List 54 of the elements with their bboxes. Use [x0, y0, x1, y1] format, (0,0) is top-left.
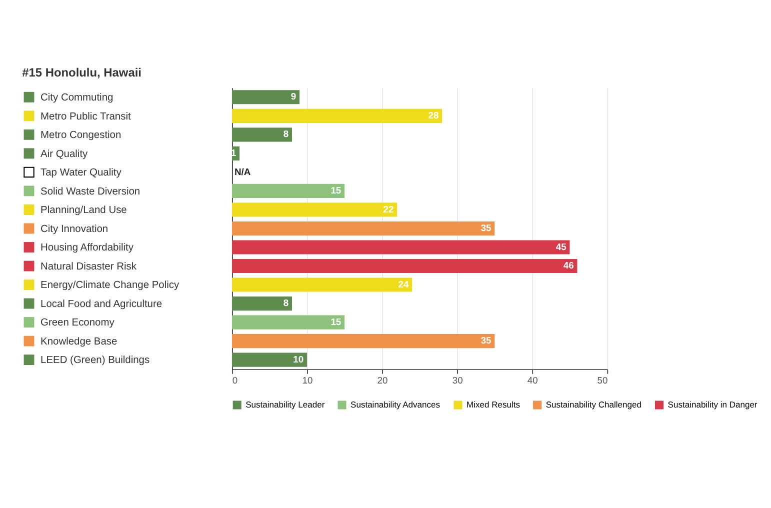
bar	[232, 334, 495, 348]
data-label: 24	[398, 279, 410, 290]
bar	[232, 258, 578, 274]
data-label: 35	[480, 336, 492, 346]
x-tick-label: 40	[527, 375, 538, 386]
x-tick-label: 20	[377, 375, 388, 386]
bar	[232, 278, 412, 292]
y-tick-label: Metro Congestion	[40, 130, 122, 142]
y-tick-label: Planning/Land Use	[40, 205, 128, 216]
legend-label: Sustainability in Danger	[668, 400, 758, 410]
data-label: 8	[283, 298, 289, 308]
y-tick-label: Tap Water Quality	[40, 168, 122, 179]
data-label: 8	[283, 129, 289, 140]
y-tick-label: LEED (Green) Buildings	[40, 355, 150, 366]
data-label: 45	[556, 242, 566, 252]
legend-label: Sustainability Challenged	[546, 400, 642, 410]
y-tick-label: Solid Waste Diversion	[40, 186, 140, 198]
data-label: 28	[428, 110, 439, 120]
legend-label: Sustainability Leader	[246, 400, 325, 410]
data-label: 9	[290, 92, 296, 102]
y-tick-label: Local Food and Agriculture	[40, 298, 162, 310]
data-label: 15	[330, 316, 342, 327]
x-tick-label: 10	[302, 375, 313, 386]
annotation: N/A	[234, 166, 251, 177]
y-tick-label: Natural Disaster Risk	[40, 261, 138, 272]
bar	[232, 352, 308, 367]
bar	[232, 240, 570, 254]
data-label: 46	[563, 260, 574, 271]
bar	[232, 296, 292, 311]
y-tick-label: Metro Public Transit	[40, 111, 131, 122]
data-label: 10	[293, 354, 304, 364]
bar	[232, 315, 345, 330]
bar	[232, 184, 345, 198]
y-tick-label: Knowledge Base	[40, 336, 118, 348]
y-tick-label: Housing Affordability	[40, 242, 134, 254]
legend-label: Sustainability Advances	[350, 400, 440, 410]
text: #15 Honolulu, Hawaii	[22, 66, 142, 80]
bar	[232, 128, 292, 142]
bar	[232, 221, 495, 236]
legend-label: Mixed Results	[466, 400, 520, 410]
y-tick-label: Air Quality	[40, 148, 89, 160]
y-tick-label: Green Economy	[40, 318, 116, 329]
data-label: 22	[383, 204, 394, 214]
x-tick-label: 0	[232, 375, 238, 386]
bar	[232, 202, 398, 217]
x-tick-label: 50	[597, 375, 608, 386]
data-label: 15	[330, 186, 342, 196]
x-tick-label: 30	[452, 375, 463, 386]
bar	[232, 90, 300, 104]
y-tick-label: City Innovation	[40, 224, 108, 235]
y-tick-label: City Commuting	[40, 92, 114, 104]
y-tick-label: Energy/Climate Change Policy	[40, 280, 180, 292]
bar	[232, 108, 442, 123]
data-label: 35	[480, 223, 492, 234]
